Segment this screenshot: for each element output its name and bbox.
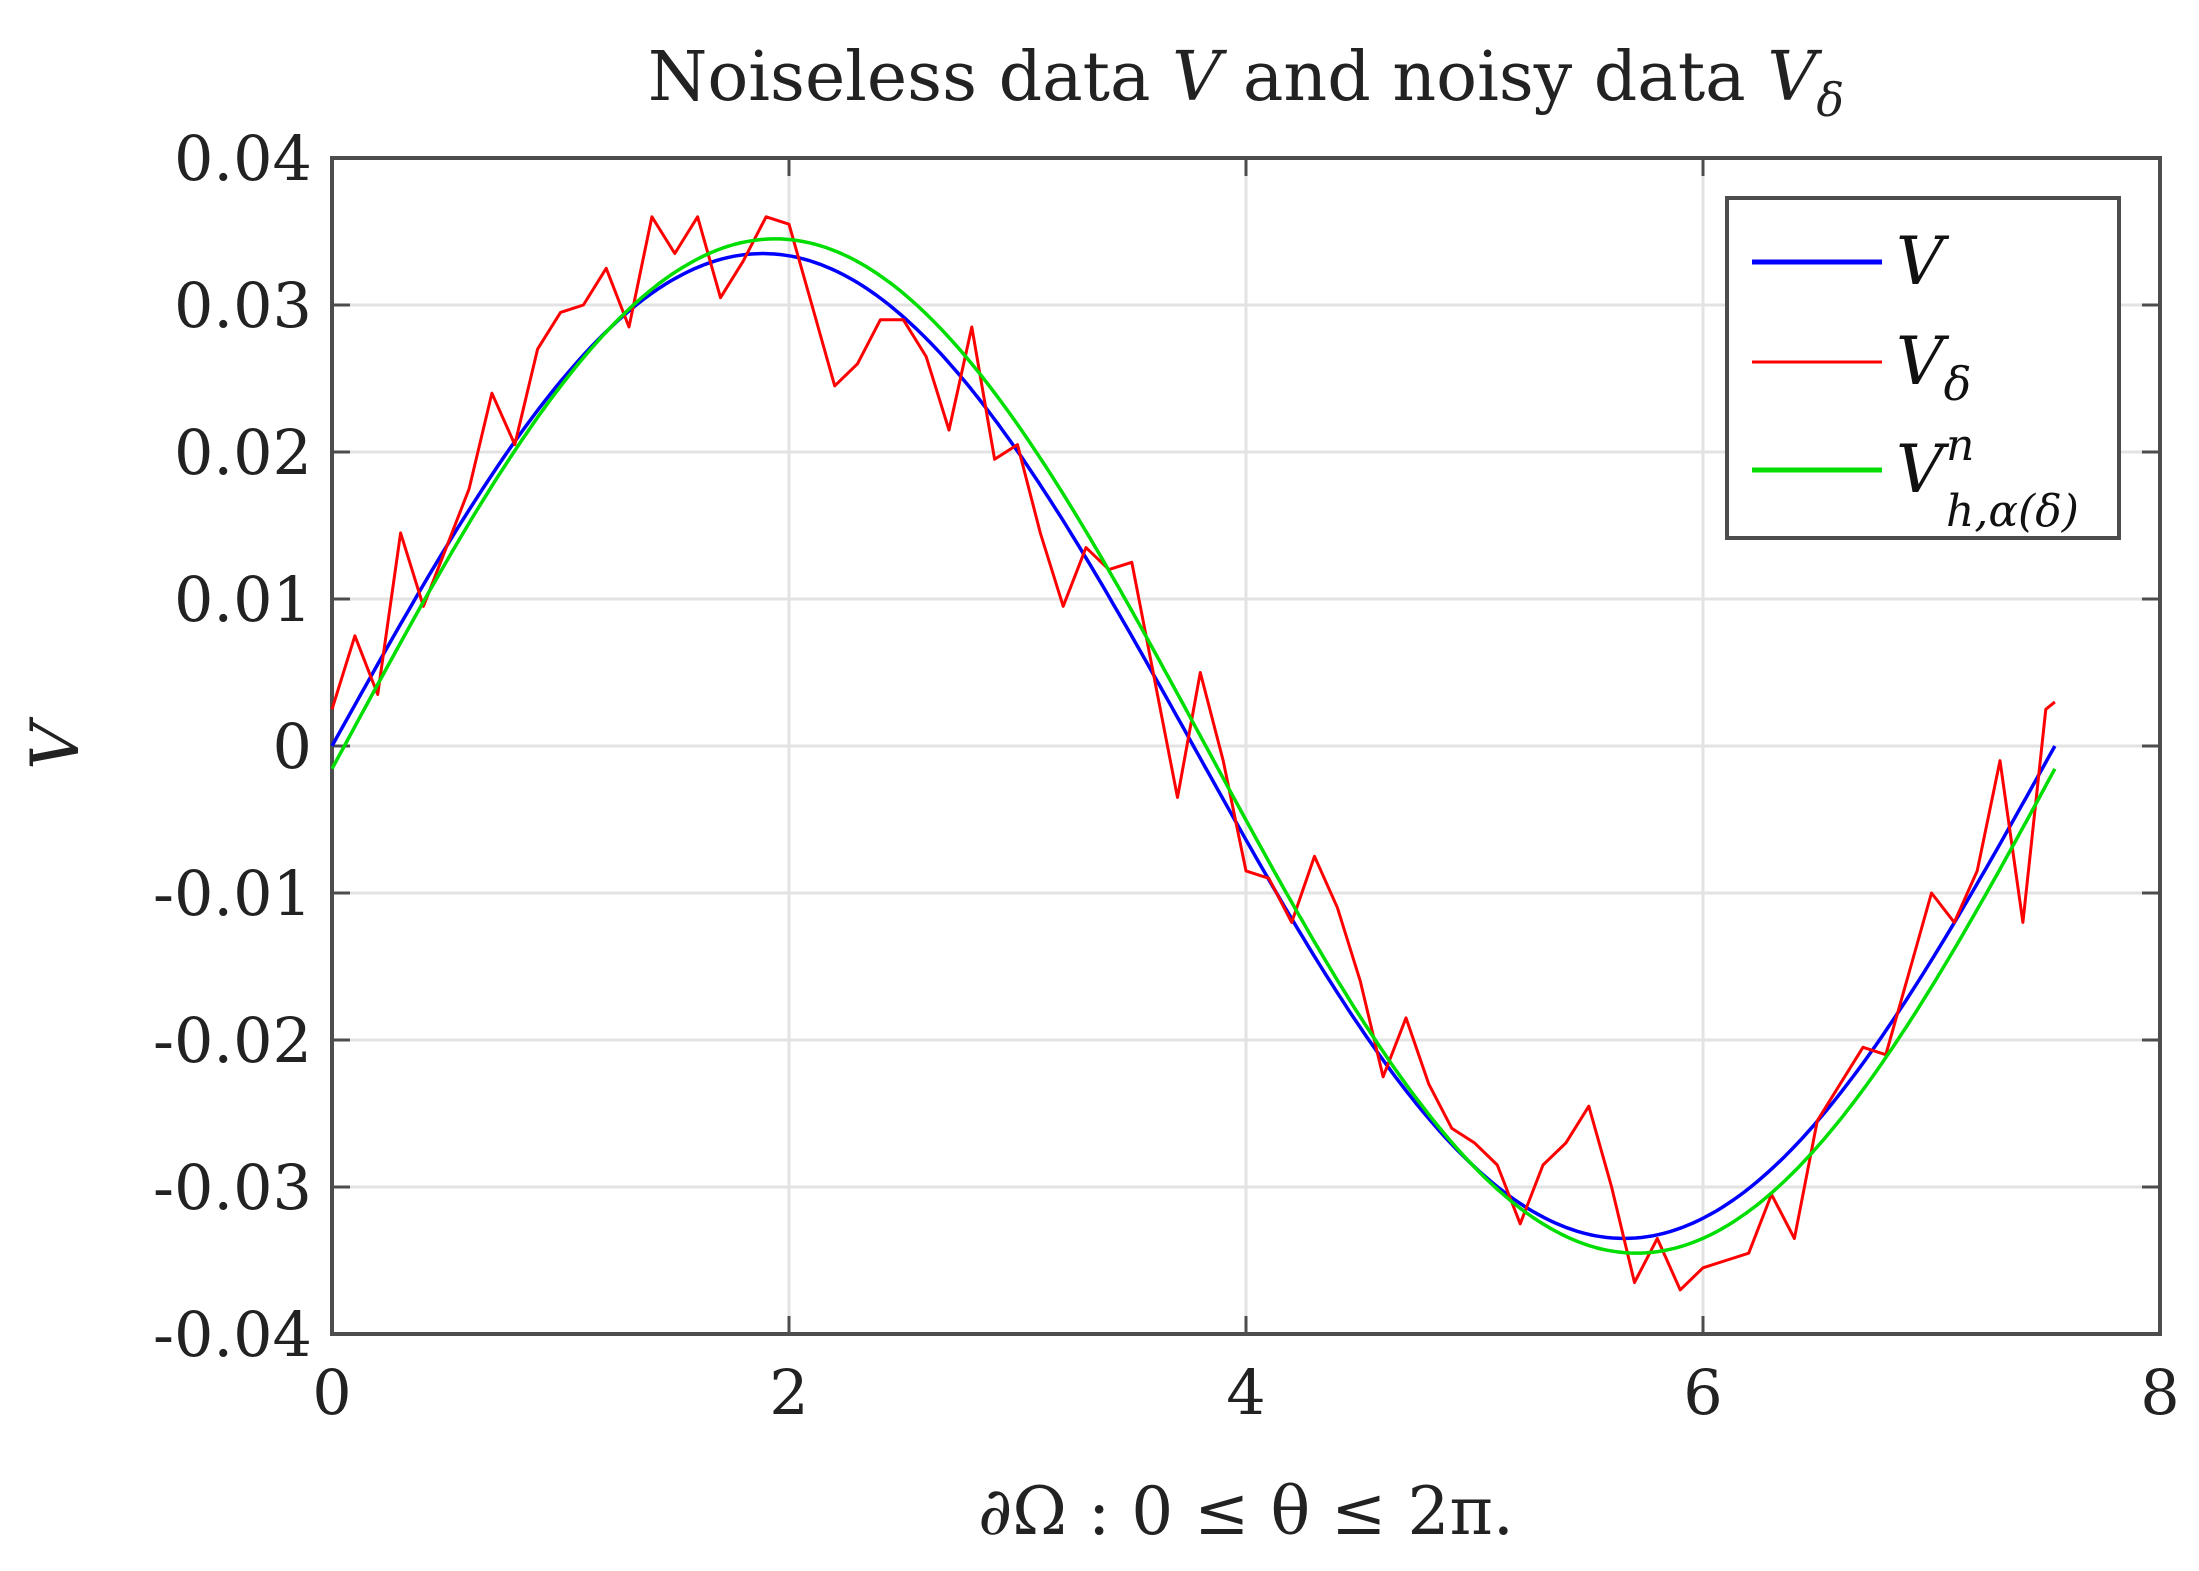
y-tick-label: -0.01 (153, 857, 312, 930)
y-tick-label: -0.03 (153, 1151, 312, 1224)
legend-box (1725, 196, 2121, 540)
legend-label: V (1896, 223, 1950, 300)
y-tick-label: 0.04 (174, 122, 312, 195)
legend-label: Vδ (1896, 323, 1971, 411)
y-tick-label: 0.02 (174, 416, 312, 489)
x-tick-label: 6 (1683, 1356, 1722, 1429)
series-v-delta-line (330, 215, 2056, 1292)
x-tick-label: 0 (312, 1356, 351, 1429)
legend-label: Vn h,α(δ) (1896, 420, 2079, 537)
y-tick-label: 0 (273, 710, 312, 783)
y-tick-label: -0.04 (153, 1298, 312, 1371)
chart-title: Noiseless data V and noisy data Vδ (648, 38, 1844, 127)
x-tick-label: 4 (1226, 1356, 1265, 1429)
series-v-approx-line (330, 237, 2057, 1255)
x-tick-labels: 0 2 4 6 8 (312, 1356, 2179, 1429)
series-group (330, 215, 2057, 1292)
x-tick-label: 8 (2140, 1356, 2179, 1429)
x-tick-label: 2 (769, 1356, 808, 1429)
legend: V Vδ Vn h,α(δ) (1725, 196, 2121, 540)
y-tick-label: 0.03 (174, 269, 312, 342)
y-tick-labels: 0.04 0.03 0.02 0.01 0 -0.01 -0.02 -0.03 -0.04 (153, 122, 312, 1371)
y-tick-label: 0.01 (174, 563, 312, 636)
y-axis-label: V (17, 716, 94, 770)
grid (330, 156, 2162, 1336)
x-axis-label: ∂Ω : 0 ≤ θ ≤ 2π. (978, 1473, 1514, 1550)
y-tick-label: -0.02 (153, 1004, 312, 1077)
